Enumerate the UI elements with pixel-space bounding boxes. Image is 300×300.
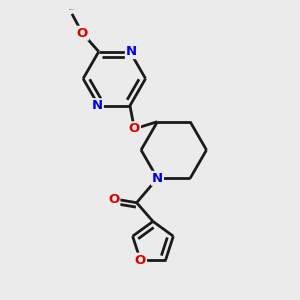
- Text: methoxy: methoxy: [69, 9, 75, 10]
- Text: N: N: [126, 45, 137, 58]
- Text: O: O: [129, 122, 140, 135]
- Text: O: O: [108, 193, 119, 206]
- Text: N: N: [92, 99, 103, 112]
- Text: N: N: [152, 172, 163, 185]
- Text: O: O: [135, 254, 146, 267]
- Text: O: O: [77, 27, 88, 40]
